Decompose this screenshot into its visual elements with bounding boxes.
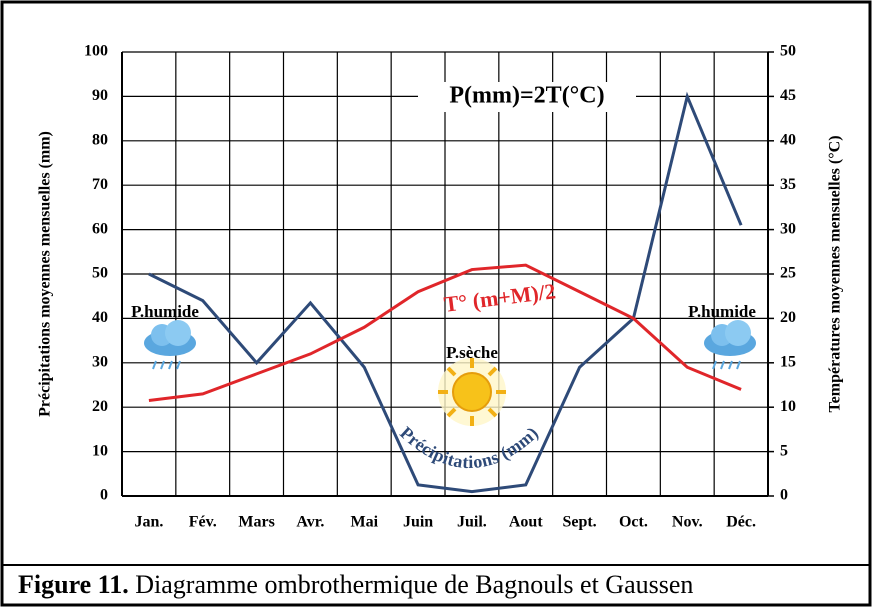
caption-text: Diagramme ombrothermique de Bagnouls et … bbox=[135, 570, 693, 599]
x-tick-label: Déc. bbox=[726, 514, 756, 531]
sun-icon bbox=[438, 358, 506, 426]
y-tick-label: 20 bbox=[92, 398, 108, 415]
y-tick-label: 60 bbox=[92, 220, 108, 237]
rain-cloud-icon bbox=[704, 320, 756, 370]
y2-tick-label: 15 bbox=[780, 353, 796, 370]
y-tick-label: 10 bbox=[92, 442, 108, 459]
y2-tick-label: 0 bbox=[780, 487, 788, 504]
x-tick-label: Mai bbox=[350, 514, 378, 531]
y2-tick-label: 45 bbox=[780, 87, 796, 104]
x-tick-label: Oct. bbox=[619, 514, 648, 531]
annotation-background bbox=[418, 82, 636, 112]
y-tick-label: 70 bbox=[92, 176, 108, 193]
y-tick-label: 0 bbox=[100, 487, 108, 504]
x-tick-label: Aout bbox=[509, 514, 543, 531]
y2-tick-label: 10 bbox=[780, 398, 796, 415]
figure-label: Figure 11. bbox=[18, 570, 129, 599]
y2-tick-label: 35 bbox=[780, 176, 796, 193]
annotation: P.humide bbox=[688, 302, 756, 321]
x-tick-label: Jan. bbox=[134, 514, 163, 531]
y-tick-label: 90 bbox=[92, 87, 108, 104]
x-tick-label: Juin bbox=[403, 514, 433, 531]
x-tick-label: Mars bbox=[238, 514, 274, 531]
x-tick-label: Juil. bbox=[457, 514, 487, 531]
y-tick-label: 30 bbox=[92, 353, 108, 370]
annotation: P.humide bbox=[131, 302, 199, 321]
y2-tick-label: 20 bbox=[780, 309, 796, 326]
y-tick-label: 40 bbox=[92, 309, 108, 326]
series-line bbox=[148, 91, 743, 494]
caption: Figure 11. Diagramme ombrothermique de B… bbox=[18, 570, 693, 599]
rain-cloud-icon bbox=[144, 320, 196, 370]
annotation: P.sèche bbox=[446, 343, 498, 362]
y2-tick-label: 40 bbox=[780, 131, 796, 148]
y2-tick-label: 50 bbox=[780, 43, 796, 60]
y2-axis-label: Températures moyennes mensuelles (°C) bbox=[827, 135, 844, 412]
y-tick-label: 50 bbox=[92, 265, 108, 282]
y2-tick-label: 25 bbox=[780, 265, 796, 282]
y2-tick-label: 5 bbox=[780, 442, 788, 459]
x-tick-label: Fév. bbox=[189, 514, 217, 531]
series-line bbox=[148, 263, 742, 403]
x-tick-label: Avr. bbox=[296, 514, 324, 531]
y-tick-label: 100 bbox=[84, 43, 108, 60]
x-tick-label: Sept. bbox=[562, 514, 596, 531]
y2-tick-label: 30 bbox=[780, 220, 796, 237]
x-tick-label: Nov. bbox=[672, 514, 703, 531]
y-tick-label: 80 bbox=[92, 131, 108, 148]
y-axis-label: Précipitations moyennes mensuelles (mm) bbox=[37, 131, 54, 417]
annotation: P(mm)=2T(°C) bbox=[449, 83, 604, 109]
